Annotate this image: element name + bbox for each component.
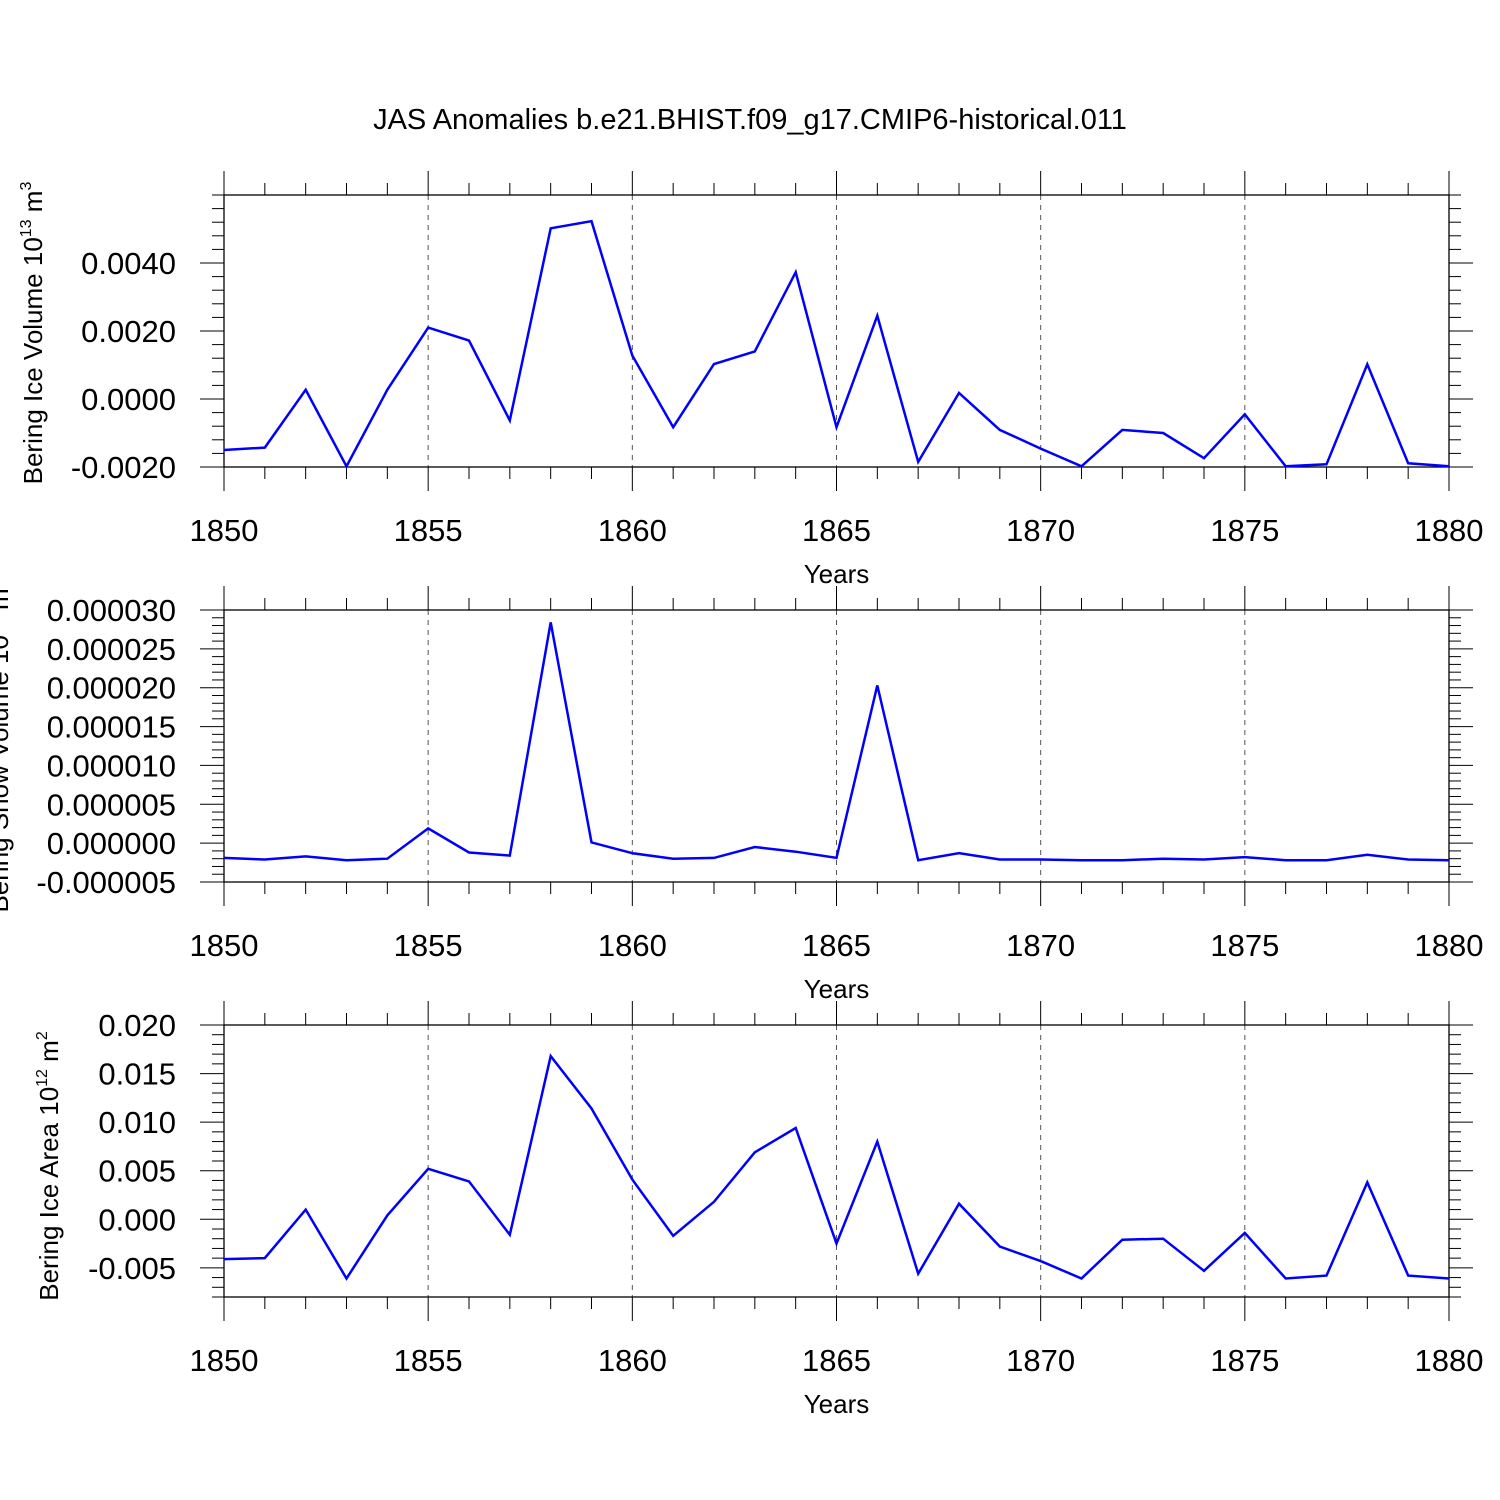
y-tick-label: 0.000005 xyxy=(47,787,176,822)
x-tick-label: 1870 xyxy=(1006,1343,1075,1378)
series-line xyxy=(223,622,1450,862)
x-axis-title: Years xyxy=(804,559,870,589)
x-tick-label: 1860 xyxy=(598,1343,667,1378)
y-tick-label: -0.005 xyxy=(88,1251,176,1286)
x-tick-label: 1865 xyxy=(802,1343,871,1378)
x-tick-label: 1870 xyxy=(1006,513,1075,548)
x-tick-label: 1865 xyxy=(802,513,871,548)
y-axis-title: Bering Snow Volume 1013 m3 xyxy=(0,579,14,912)
x-tick-label: 1880 xyxy=(1415,513,1484,548)
series-line xyxy=(223,219,1450,469)
y-tick-label: 0.015 xyxy=(98,1057,176,1092)
y-tick-label: 0.0000 xyxy=(81,382,176,417)
y-tick-label: 0.000015 xyxy=(47,710,176,745)
x-tick-label: 1875 xyxy=(1210,928,1279,963)
ice-area-panel: 1850 1855 1860 1865 1870 1875 1880 Years -0.005 0… xyxy=(34,1001,1483,1419)
x-tick-label: 1860 xyxy=(598,513,667,548)
x-tick-label: 1865 xyxy=(802,928,871,963)
y-tick-label: 0.000030 xyxy=(47,593,176,628)
x-tick-label: 1880 xyxy=(1415,928,1484,963)
ice-volume-panel: 1850 1855 1860 1865 1870 1875 1880 Years -0.0020… xyxy=(18,171,1483,589)
y-tick-label: 0.020 xyxy=(98,1008,176,1043)
x-tick-label: 1850 xyxy=(190,928,259,963)
x-tick-label: 1855 xyxy=(394,1343,463,1378)
x-tick-label: 1875 xyxy=(1210,513,1279,548)
x-tick-label: 1870 xyxy=(1006,928,1075,963)
y-tick-label: 0.000020 xyxy=(47,671,176,706)
y-tick-label: 0.000025 xyxy=(47,632,176,667)
y-tick-label: -0.0020 xyxy=(71,450,176,485)
y-tick-label: 0.000 xyxy=(98,1202,176,1237)
figure-title: JAS Anomalies b.e21.BHIST.f09_g17.CMIP6-… xyxy=(373,104,1127,136)
y-axis-title: Bering Ice Volume 1013 m3 xyxy=(18,182,48,485)
x-tick-label: 1850 xyxy=(190,1343,259,1378)
snow-volume-panel: 1850 1855 1860 1865 1870 1875 1880 Years -0.0000… xyxy=(0,579,1483,1004)
y-tick-label: 0.0040 xyxy=(81,246,176,281)
y-axis-title: Bering Ice Area 1012 m2 xyxy=(34,1031,64,1301)
y-tick-label: 0.005 xyxy=(98,1154,176,1189)
x-axis-title: Years xyxy=(804,974,870,1004)
y-tick-label: 0.000010 xyxy=(47,748,176,783)
x-tick-label: 1860 xyxy=(598,928,667,963)
x-tick-label: 1855 xyxy=(394,928,463,963)
y-tick-label: 0.0020 xyxy=(81,314,176,349)
y-tick-label: -0.000005 xyxy=(36,865,176,900)
x-axis-title: Years xyxy=(804,1389,870,1419)
series-line xyxy=(223,1053,1450,1281)
x-tick-label: 1855 xyxy=(394,513,463,548)
x-tick-label: 1875 xyxy=(1210,1343,1279,1378)
y-tick-label: 0.010 xyxy=(98,1105,176,1140)
y-tick-label: 0.000000 xyxy=(47,826,176,861)
x-tick-label: 1850 xyxy=(190,513,259,548)
x-tick-label: 1880 xyxy=(1415,1343,1484,1378)
